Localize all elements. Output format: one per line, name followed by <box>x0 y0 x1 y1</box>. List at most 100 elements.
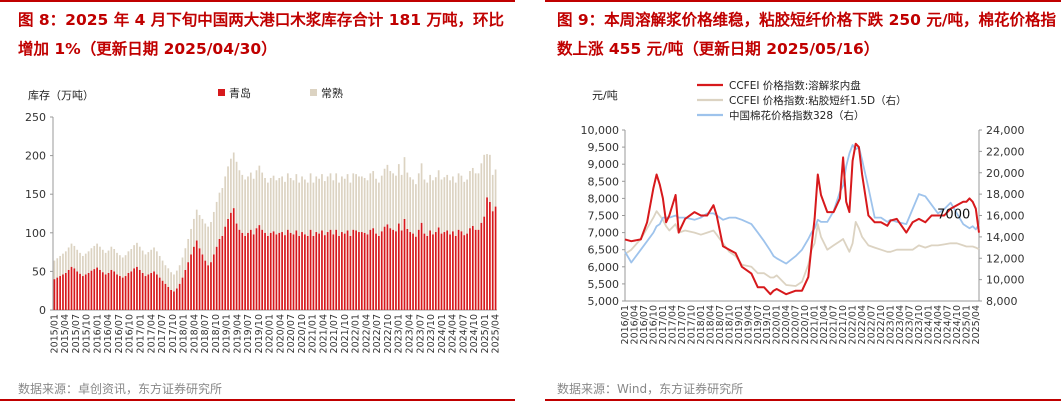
x-tick-label: 2019/07 <box>753 305 764 344</box>
bar-changshu <box>195 209 198 241</box>
x-tick-label: 2022/04 <box>857 305 868 344</box>
left-source-note: 数据来源：卓创资讯，东方证券研究所 <box>18 382 223 396</box>
x-tick-label: 2016/10 <box>648 305 659 344</box>
bar-qingdao <box>326 232 329 310</box>
bar-qingdao <box>469 228 471 310</box>
bar-changshu <box>429 174 431 231</box>
bar-qingdao <box>446 230 449 310</box>
x-tick-label: 2018/04 <box>189 314 200 353</box>
bar-changshu <box>59 255 61 277</box>
x-tick-label: 2020/04 <box>275 314 286 353</box>
bar-qingdao <box>415 236 417 310</box>
bar-qingdao <box>289 232 292 310</box>
bar-qingdao <box>104 274 107 310</box>
bar-changshu <box>289 177 292 233</box>
bar-qingdao <box>133 268 135 310</box>
bar-qingdao <box>144 276 147 310</box>
bar-qingdao <box>224 226 227 310</box>
bar-changshu <box>53 260 56 280</box>
bar-qingdao <box>70 266 73 310</box>
bar-qingdao <box>252 234 255 310</box>
bar-changshu <box>261 172 264 230</box>
bar-qingdao <box>298 235 301 310</box>
bar-qingdao <box>335 229 338 310</box>
bar-changshu <box>173 274 175 292</box>
x-tick-label: 2022/10 <box>383 314 394 353</box>
bar-changshu <box>130 249 133 272</box>
bar-changshu <box>301 176 303 233</box>
bar-changshu <box>437 170 440 228</box>
bar-changshu <box>227 166 229 219</box>
x-tick-label: 2022/10 <box>876 305 887 344</box>
top-rule <box>0 0 515 2</box>
bar-qingdao <box>409 232 412 310</box>
y-axis-label: 元/吨 <box>592 89 618 102</box>
bar-changshu <box>326 176 329 233</box>
x-tick-label: 2021/07 <box>329 314 340 353</box>
bar-qingdao <box>278 232 281 310</box>
bar-qingdao <box>474 229 477 310</box>
y-tick-label: 100 <box>25 227 46 240</box>
bar-qingdao <box>107 272 110 310</box>
bar-qingdao <box>440 233 443 310</box>
bar-changshu <box>215 201 218 247</box>
bar-changshu <box>258 165 261 226</box>
x-tick-label: 2020/01 <box>772 305 783 344</box>
bar-qingdao <box>198 248 201 310</box>
bar-qingdao <box>227 218 229 310</box>
bar-changshu <box>201 218 204 255</box>
x-tick-label: 2016/07 <box>639 305 650 344</box>
bar-qingdao <box>190 254 192 310</box>
bar-changshu <box>119 255 121 277</box>
bar-qingdao <box>281 232 283 310</box>
bar-qingdao <box>175 288 178 310</box>
x-tick-label: 2015/01 <box>49 314 60 353</box>
x-tick-label: 2018/10 <box>211 314 222 353</box>
bar-changshu <box>392 173 394 230</box>
bar-qingdao <box>210 262 212 310</box>
bar-changshu <box>56 258 59 278</box>
bar-changshu <box>278 177 281 233</box>
bar-qingdao <box>443 232 446 310</box>
bar-qingdao <box>249 229 252 310</box>
bar-changshu <box>79 252 81 274</box>
bar-qingdao <box>494 206 497 310</box>
bar-qingdao <box>369 229 372 310</box>
bar-qingdao <box>187 262 190 310</box>
bottom-rule <box>545 399 1061 401</box>
legend-swatch <box>218 89 225 96</box>
bar-changshu <box>369 173 372 230</box>
x-tick-label: 2015/04 <box>60 314 71 353</box>
x-tick-label: 2020/07 <box>286 314 297 353</box>
bar-changshu <box>153 247 155 272</box>
bar-qingdao <box>378 235 380 310</box>
bar-qingdao <box>93 269 96 310</box>
bar-changshu <box>275 180 278 235</box>
bar-changshu <box>232 152 235 209</box>
bar-qingdao <box>358 232 360 310</box>
bar-qingdao <box>79 273 81 310</box>
bar-qingdao <box>491 211 494 310</box>
bar-qingdao <box>471 225 474 310</box>
bar-qingdao <box>56 277 59 310</box>
y-tick-label: 5,500 <box>588 278 620 291</box>
bar-changshu <box>241 174 244 233</box>
bar-qingdao <box>244 235 246 310</box>
bar-qingdao <box>426 235 429 310</box>
bar-qingdao <box>477 229 480 310</box>
bar-qingdao <box>82 276 84 310</box>
bar-changshu <box>64 251 67 273</box>
bar-changshu <box>62 253 64 275</box>
bar-changshu <box>397 164 400 224</box>
y-tick-label: 50 <box>32 265 46 278</box>
bar-changshu <box>249 172 252 230</box>
x-tick-label: 2023/07 <box>905 305 916 344</box>
bar-changshu <box>161 260 164 281</box>
bar-qingdao <box>434 232 437 310</box>
bar-qingdao <box>153 271 155 310</box>
x-tick-label: 2019/01 <box>222 314 233 353</box>
bar-qingdao <box>312 235 315 310</box>
bar-qingdao <box>389 228 392 310</box>
y2-tick-label: 8,000 <box>986 295 1018 308</box>
x-tick-label: 2016/10 <box>125 314 136 353</box>
